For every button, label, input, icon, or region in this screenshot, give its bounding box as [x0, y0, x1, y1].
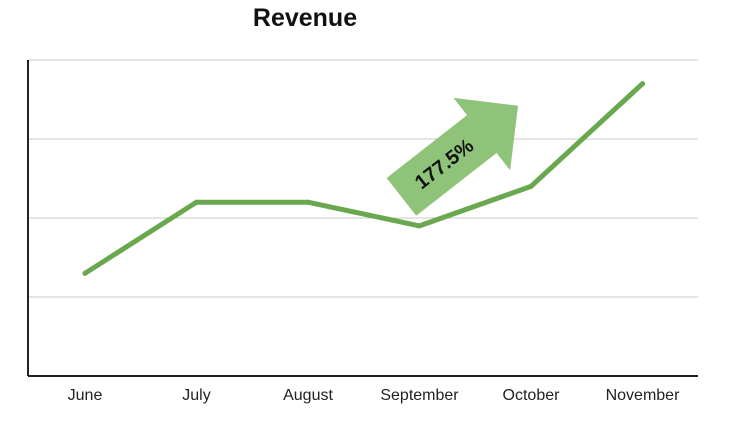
axes — [27, 60, 698, 377]
arrow-shape — [386, 97, 519, 216]
data-point — [82, 270, 88, 276]
x-tick-labels: June July August September October November — [68, 387, 680, 404]
series-lines — [82, 81, 645, 276]
growth-annotation: 177.5% — [386, 97, 519, 216]
data-point — [528, 183, 534, 189]
data-point — [417, 223, 422, 229]
x-tick-label: June — [68, 387, 103, 404]
x-tick-label: September — [380, 387, 459, 404]
growth-arrow: 177.5% — [386, 97, 519, 216]
gridlines — [28, 59, 698, 298]
x-tick-label: November — [606, 387, 680, 404]
x-tick-label: July — [182, 387, 210, 404]
series-line — [82, 81, 645, 276]
data-point — [194, 199, 199, 205]
data-point — [305, 199, 311, 205]
data-point — [640, 81, 645, 87]
x-tick-label: August — [283, 387, 333, 404]
x-tick-label: October — [503, 387, 561, 404]
chart-title: Revenue — [252, 4, 358, 32]
